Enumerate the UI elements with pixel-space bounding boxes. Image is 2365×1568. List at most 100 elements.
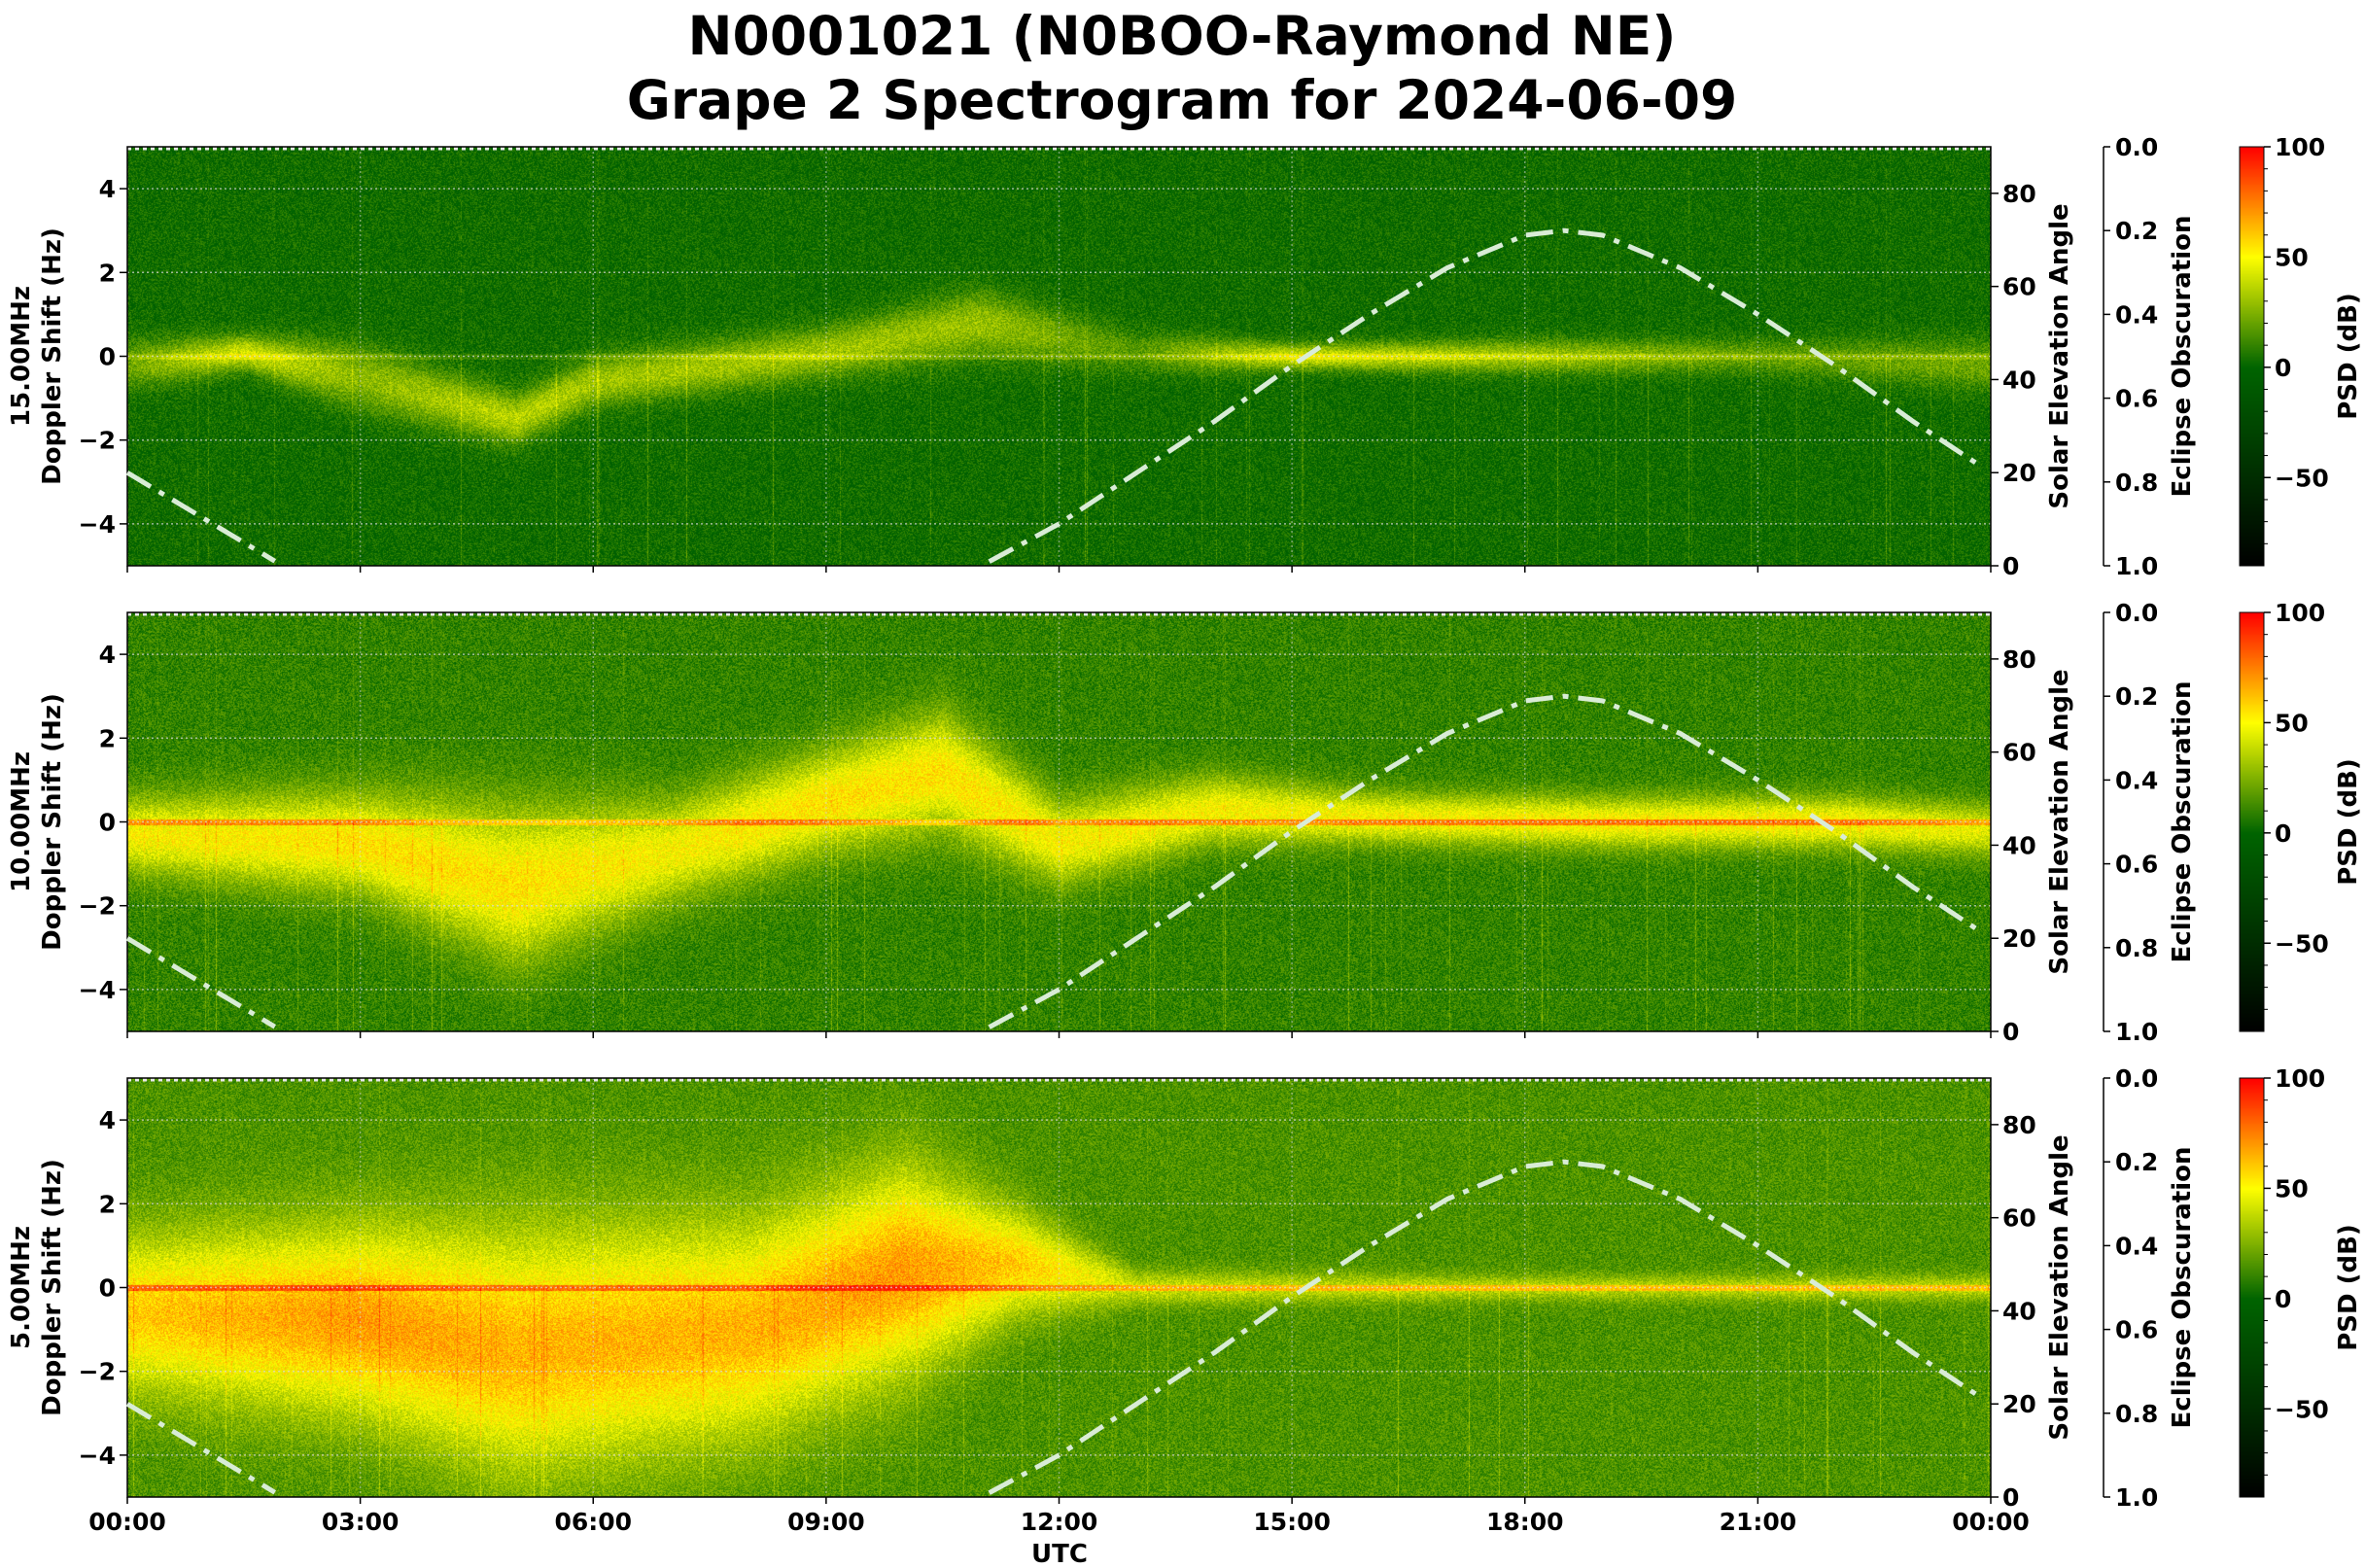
elevation-tick-label: 80 (2002, 180, 2036, 208)
eclipse-tick-label: 0.8 (2115, 934, 2158, 962)
colorbar-tick-label: 50 (2275, 1174, 2309, 1202)
colorbar-label: PSD (dB) (2334, 758, 2363, 886)
elevation-axis-label: Solar Elevation Angle (2045, 203, 2074, 508)
y-tick-label: 0 (99, 343, 116, 371)
solar-elevation-curve (125, 1402, 277, 1495)
elevation-axis-label: Solar Elevation Angle (2045, 1134, 2074, 1440)
colorbar-tick-label: 0 (2275, 354, 2291, 382)
panel-frequency-label: 15.00MHz (7, 286, 36, 427)
colorbar-tick-label: −50 (2275, 929, 2329, 958)
elevation-axis-label: Solar Elevation Angle (2045, 669, 2074, 974)
y-tick-label: −2 (79, 1358, 116, 1386)
plot-frame (126, 146, 1992, 567)
elevation-tick-label: 60 (2002, 273, 2036, 301)
x-tick-label: 06:00 (554, 1508, 632, 1536)
y-axis-label: Doppler Shift (Hz) (38, 693, 67, 951)
colorbar-tick-label: 50 (2275, 243, 2309, 271)
colorbar-frame (2239, 611, 2265, 1032)
elevation-tick-label: 40 (2002, 831, 2036, 859)
elevation-tick-label: 20 (2002, 924, 2036, 953)
y-axis-label: Doppler Shift (Hz) (38, 227, 67, 485)
colorbar-label: PSD (dB) (2334, 293, 2363, 420)
panel-frequency-label: 10.00MHz (7, 751, 36, 892)
x-tick-label: 00:00 (1952, 1508, 2030, 1536)
elevation-tick-label: 0 (2002, 1483, 2019, 1512)
elevation-tick-label: 20 (2002, 459, 2036, 487)
eclipse-tick-label: 0.6 (2115, 385, 2158, 413)
eclipse-tick-label: 0.4 (2115, 1232, 2158, 1260)
eclipse-tick-label: 0.6 (2115, 851, 2158, 879)
x-tick-label: 18:00 (1486, 1508, 1564, 1536)
plot-frame (126, 1077, 1992, 1498)
y-tick-label: 2 (99, 259, 116, 287)
eclipse-tick-label: 0.4 (2115, 300, 2158, 329)
y-axis-label: Doppler Shift (Hz) (38, 1159, 67, 1416)
y-tick-label: −4 (79, 510, 116, 539)
y-tick-label: 2 (99, 724, 116, 752)
colorbar-10mhz (2240, 612, 2264, 1031)
y-tick-label: 4 (99, 175, 116, 203)
eclipse-tick-label: 0.6 (2115, 1316, 2158, 1344)
colorbar-tick-label: 100 (2275, 1064, 2325, 1093)
elevation-tick-label: 40 (2002, 1297, 2036, 1325)
colorbar-tick-label: −50 (2275, 464, 2329, 492)
panel-frequency-label: 5.00MHz (7, 1226, 36, 1349)
colorbar-label: PSD (dB) (2334, 1224, 2363, 1351)
solar-elevation-curve (988, 693, 1985, 1029)
x-axis-label: UTC (1031, 1540, 1088, 1568)
eclipse-tick-label: 0.2 (2115, 1148, 2158, 1176)
x-tick-label: 00:00 (88, 1508, 166, 1536)
eclipse-tick-label: 1.0 (2115, 1018, 2158, 1046)
y-tick-label: 0 (99, 1274, 116, 1303)
eclipse-tick-label: 0.2 (2115, 217, 2158, 245)
elevation-tick-label: 0 (2002, 1018, 2019, 1046)
eclipse-tick-label: 0.4 (2115, 766, 2158, 794)
colorbar-tick-label: 0 (2275, 1285, 2291, 1313)
plot-frame (126, 611, 1992, 1032)
y-tick-label: −4 (79, 976, 116, 1004)
solar-elevation-curve (125, 936, 277, 1029)
x-tick-label: 15:00 (1253, 1508, 1331, 1536)
solar-elevation-curve (988, 227, 1985, 564)
colorbar-tick-label: 50 (2275, 709, 2309, 737)
x-tick-label: 03:00 (322, 1508, 400, 1536)
y-tick-label: 4 (99, 641, 116, 669)
eclipse-tick-label: 0.8 (2115, 469, 2158, 497)
eclipse-tick-label: 0.2 (2115, 682, 2158, 711)
y-tick-label: 2 (99, 1190, 116, 1218)
y-tick-label: −4 (79, 1442, 116, 1470)
colorbar-15mhz (2240, 147, 2264, 566)
y-tick-label: −2 (79, 892, 116, 921)
title-line-2: Grape 2 Spectrogram for 2024-06-09 (627, 69, 1738, 131)
eclipse-tick-label: 0.8 (2115, 1400, 2158, 1428)
solar-elevation-curve (988, 1159, 1985, 1495)
colorbar-tick-label: 100 (2275, 599, 2325, 627)
x-tick-label: 21:00 (1720, 1508, 1797, 1536)
title-line-1: N0001021 (N0BOO-Raymond NE) (688, 5, 1677, 67)
elevation-tick-label: 60 (2002, 1204, 2036, 1233)
eclipse-tick-label: 0.0 (2115, 1064, 2158, 1093)
eclipse-axis-label: Eclipse Obscuration (2168, 216, 2197, 498)
colorbar-frame (2239, 146, 2265, 567)
y-tick-label: 0 (99, 809, 116, 837)
colorbar-5mhz (2240, 1078, 2264, 1497)
y-tick-label: −2 (79, 427, 116, 455)
elevation-tick-label: 80 (2002, 645, 2036, 674)
eclipse-axis-label: Eclipse Obscuration (2168, 681, 2197, 963)
x-tick-label: 12:00 (1021, 1508, 1098, 1536)
elevation-tick-label: 40 (2002, 366, 2036, 394)
elevation-tick-label: 20 (2002, 1390, 2036, 1418)
eclipse-tick-label: 1.0 (2115, 552, 2158, 580)
elevation-tick-label: 80 (2002, 1111, 2036, 1139)
eclipse-tick-label: 0.0 (2115, 133, 2158, 161)
elevation-tick-label: 60 (2002, 739, 2036, 767)
y-tick-label: 4 (99, 1106, 116, 1134)
eclipse-tick-label: 1.0 (2115, 1483, 2158, 1512)
colorbar-frame (2239, 1077, 2265, 1498)
eclipse-axis-label: Eclipse Obscuration (2168, 1147, 2197, 1429)
colorbar-tick-label: 0 (2275, 819, 2291, 848)
solar-elevation-curve (125, 470, 277, 564)
eclipse-tick-label: 0.0 (2115, 599, 2158, 627)
elevation-tick-label: 0 (2002, 552, 2019, 580)
